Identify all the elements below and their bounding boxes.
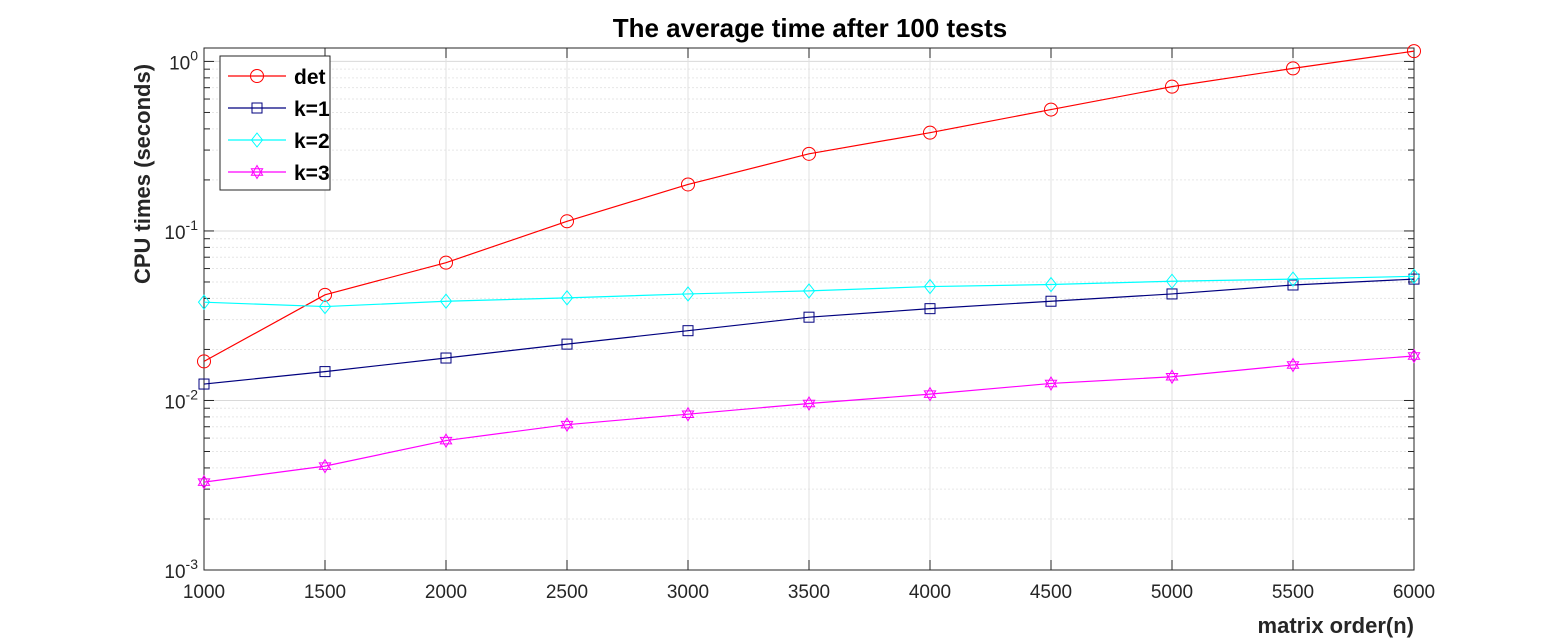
hexagram-marker [681, 410, 695, 422]
legend-item: k=1 [228, 98, 330, 121]
series-line [203, 278, 1415, 385]
square-marker [251, 102, 263, 114]
square-marker [803, 311, 815, 323]
series-line [203, 355, 1415, 483]
legend: det k=1 k=2 k=3 [219, 55, 331, 191]
hexagram-marker [318, 458, 332, 470]
hexagram-marker [1044, 375, 1058, 388]
axis-ticks: 10-3 10-2 10-1 100 1000 1500 2000 2500 3000 3500 4… [164, 47, 1435, 603]
diamond-marker [250, 132, 264, 148]
x-tick-label: 4500 [1030, 582, 1072, 603]
x-tick-label: 1500 [304, 582, 346, 603]
hexagram-marker [923, 390, 937, 402]
chart-title: The average time after 100 tests [613, 13, 1008, 43]
series-line [203, 275, 1415, 308]
hexagram-marker [439, 433, 453, 445]
hexagram-marker [1407, 352, 1421, 364]
circle-marker [923, 125, 937, 140]
diamond-marker [1165, 273, 1179, 290]
diamond-marker [923, 278, 937, 295]
diamond-marker [1044, 276, 1058, 293]
hexagram-marker [560, 420, 574, 433]
hexagram-marker [802, 399, 816, 411]
x-tick-label: 6000 [1393, 582, 1435, 603]
square-marker [440, 352, 452, 364]
hexagram-marker [250, 168, 264, 180]
series-k=1 [198, 273, 1420, 390]
diamond-marker [318, 298, 332, 315]
diamond-marker [681, 286, 695, 302]
square-marker [561, 338, 573, 350]
hexagram-marker [439, 436, 453, 449]
circle-marker [1044, 102, 1058, 117]
series-line [203, 50, 1415, 362]
x-tick-label: 5500 [1272, 582, 1314, 603]
diamond-marker [802, 283, 816, 299]
diamond-marker [1407, 268, 1421, 285]
hexagram-marker [250, 164, 264, 176]
x-tick-label: 2000 [425, 582, 467, 603]
grid [203, 48, 1415, 571]
legend-item: k=3 [228, 162, 330, 185]
hexagram-marker [1165, 373, 1179, 385]
legend-label: k=2 [294, 130, 330, 153]
y-tick-label: 10-1 [164, 217, 198, 244]
square-marker [1045, 295, 1057, 307]
diamond-marker [197, 294, 211, 310]
x-tick-label: 3500 [788, 582, 830, 603]
legend-label: k=3 [294, 162, 330, 185]
hexagram-marker [1165, 369, 1179, 381]
series-k=3 [197, 348, 1421, 490]
hexagram-marker [197, 474, 211, 486]
hexagram-marker [1407, 348, 1421, 360]
x-axis-label: matrix order(n) [1258, 613, 1414, 638]
square-marker [1287, 279, 1299, 291]
circle-marker [197, 354, 211, 369]
x-tick-label: 4000 [909, 582, 951, 603]
legend-item: k=2 [228, 130, 330, 153]
x-tick-label: 2500 [546, 582, 588, 603]
hexagram-marker [802, 395, 816, 408]
series-k=2 [197, 268, 1421, 315]
series-group [197, 44, 1421, 490]
x-tick-label: 3000 [667, 582, 709, 603]
circle-marker [439, 255, 453, 270]
circle-marker [1165, 79, 1179, 94]
y-tick-label: 10-2 [164, 386, 198, 413]
y-tick-label: 100 [169, 47, 198, 74]
legend-item: det [228, 66, 326, 89]
hexagram-marker [1286, 361, 1300, 373]
x-tick-label: 5000 [1151, 582, 1193, 603]
circle-marker [560, 214, 574, 229]
square-marker [198, 378, 210, 390]
circle-marker [1407, 44, 1421, 59]
hexagram-marker [681, 406, 695, 418]
square-marker [682, 325, 694, 337]
legend-label: k=1 [294, 98, 330, 121]
square-marker [924, 303, 936, 315]
diamond-marker [1286, 271, 1300, 287]
y-axis-label: CPU times (seconds) [130, 64, 155, 284]
circle-marker [318, 287, 332, 302]
hexagram-marker [197, 478, 211, 490]
hexagram-marker [318, 462, 332, 474]
circle-marker [681, 177, 695, 192]
series-det [197, 44, 1421, 369]
circle-marker [1286, 61, 1300, 76]
diamond-marker [560, 290, 574, 306]
legend-label: det [294, 66, 326, 89]
circle-marker [802, 146, 816, 161]
hexagram-marker [560, 417, 574, 429]
circle-marker [250, 69, 264, 83]
hexagram-marker [1044, 379, 1058, 391]
x-tick-label: 1000 [183, 582, 225, 603]
hexagram-marker [1286, 357, 1300, 369]
legend-box [219, 55, 331, 191]
y-tick-label: 10-3 [164, 556, 198, 583]
diamond-marker [439, 293, 453, 310]
hexagram-marker [923, 386, 937, 398]
square-marker [319, 366, 331, 378]
